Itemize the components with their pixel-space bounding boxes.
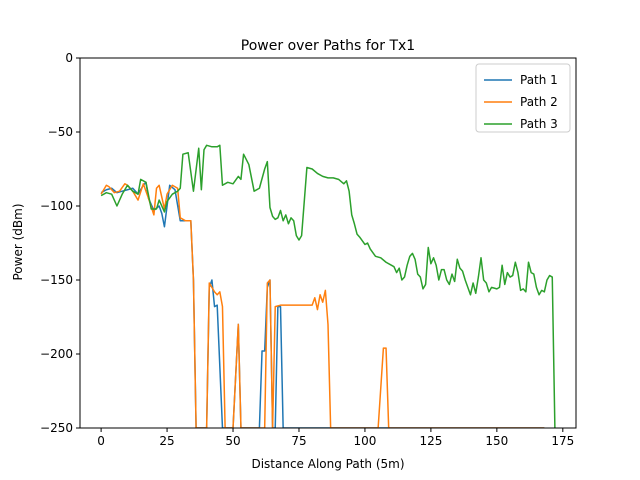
chart-title: Power over Paths for Tx1 — [241, 38, 415, 54]
plot-frame — [79, 57, 577, 429]
x-tick-label: 125 — [419, 434, 442, 448]
series-line-2 — [100, 183, 545, 428]
y-tick-label: −150 — [40, 273, 73, 287]
x-tick-label: 75 — [291, 434, 306, 448]
y-tick-label: −50 — [48, 125, 73, 139]
legend-box — [475, 63, 571, 133]
y-tick-label: −100 — [40, 199, 73, 213]
y-tick-label: −200 — [40, 347, 73, 361]
x-tick-label: 0 — [97, 434, 105, 448]
legend: Path 1 Path 2 Path 3 — [475, 63, 571, 133]
x-tick-label: 25 — [159, 434, 174, 448]
y-axis-label: Power (dBm) — [11, 204, 25, 281]
plot-lines — [100, 144, 556, 428]
x-tick-label: 100 — [353, 434, 376, 448]
y-tick-label: 0 — [65, 51, 73, 65]
series-line-3 — [100, 144, 556, 428]
legend-label-1: Path 1 — [520, 73, 558, 87]
legend-label-2: Path 2 — [520, 95, 558, 109]
x-axis-label: Distance Along Path (5m) — [251, 457, 404, 471]
x-tick-label: 150 — [485, 434, 508, 448]
y-tick-label: −250 — [40, 421, 73, 435]
x-tick-label: 175 — [551, 434, 574, 448]
axes: 0 25 50 75 100 125 150 175 0 −50 −100 −150 −200 −250 — [40, 51, 577, 448]
x-tick-label: 50 — [225, 434, 240, 448]
legend-label-3: Path 3 — [520, 117, 558, 131]
